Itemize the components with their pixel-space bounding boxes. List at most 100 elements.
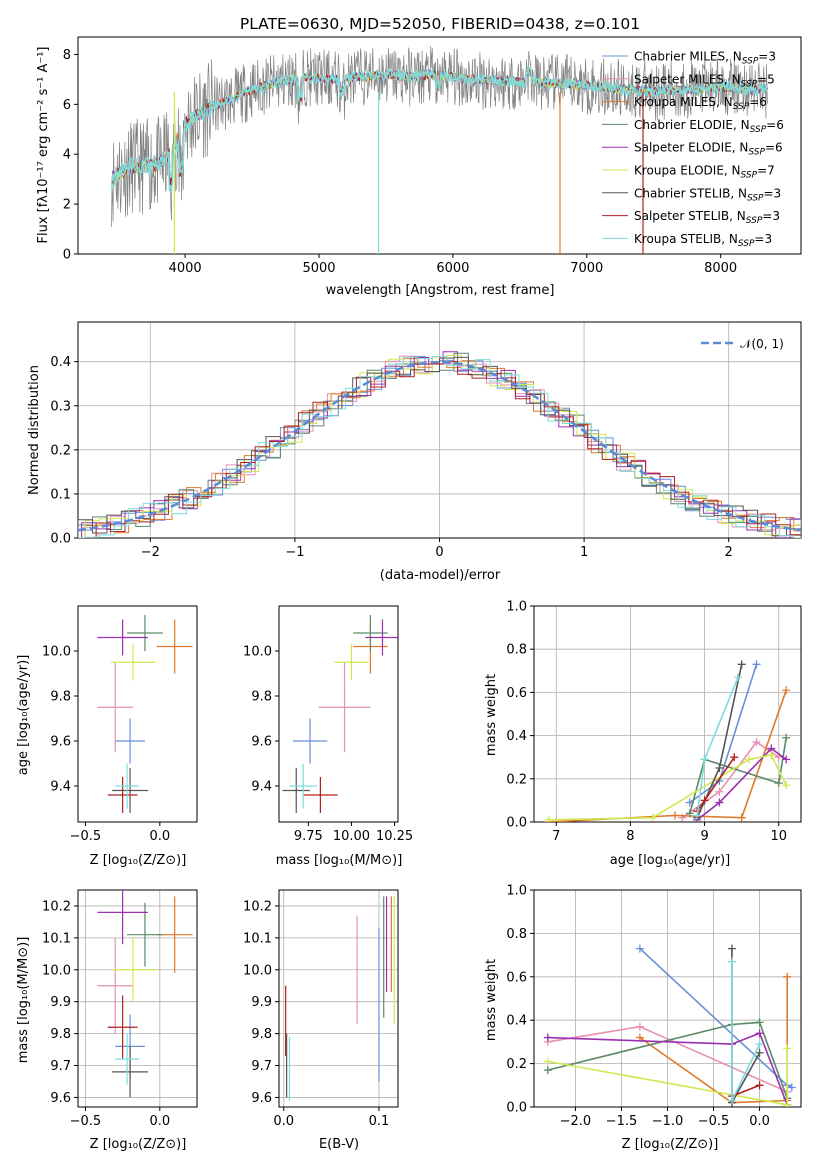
plot-area <box>545 660 790 826</box>
series-line-kroupa_stelib <box>697 677 738 815</box>
y-tick-label: 0.3 <box>50 399 71 414</box>
y-tick-label: 9.4 <box>50 780 71 795</box>
point-marker-salpeter_stelib <box>756 1081 764 1089</box>
y-tick-label: 9.8 <box>50 1027 71 1042</box>
y-tick-label: 0.4 <box>506 1014 527 1029</box>
age-z-ylabel: age [log₁₀(age/yr)] <box>16 655 31 776</box>
mw-z-xlabel: Z [log₁₀(Z/Z⊙)] <box>622 1137 719 1152</box>
series-line-chabrier_stelib <box>732 949 760 1103</box>
y-tick-label: 9.6 <box>251 735 272 750</box>
y-tick-label: 0.8 <box>506 643 527 658</box>
y-tick-label: 10.2 <box>243 899 272 914</box>
x-tick-label: 4000 <box>169 261 202 276</box>
hist-step-kroupa_stelib <box>71 357 819 539</box>
spectrum-title: PLATE=0630, MJD=52050, FIBERID=0438, z=0… <box>240 15 640 33</box>
point-marker-kroupa_elodie <box>783 1101 791 1109</box>
x-tick-label: 10.25 <box>376 829 413 844</box>
y-tick-label: 10.2 <box>42 899 71 914</box>
y-tick-label: 0.8 <box>506 927 527 942</box>
y-tick-label: 0.1 <box>50 487 71 502</box>
point-marker-salpeter_miles <box>636 1023 644 1031</box>
mw-z-ylabel: mass weight <box>484 959 499 1041</box>
x-tick-label: −2.0 <box>560 1114 592 1129</box>
legend-label-kroupa_stelib: Kroupa STELIB, NSSP=3 <box>634 232 772 249</box>
point-marker-kroupa_miles <box>738 814 746 822</box>
y-tick-label: 10.1 <box>42 931 71 946</box>
y-tick-label: 0.0 <box>506 816 527 831</box>
legend-label-chabrier_elodie: Chabrier ELODIE, NSSP=6 <box>634 118 784 135</box>
x-tick-label: −0.5 <box>698 1114 730 1129</box>
x-tick-label: 0.1 <box>369 1114 390 1129</box>
x-tick-label: 9.75 <box>294 829 323 844</box>
y-tick-label: 4 <box>63 148 71 163</box>
y-tick-label: 0.0 <box>50 532 71 547</box>
y-tick-label: 0.4 <box>506 729 527 744</box>
hist-step-salpeter_elodie <box>67 352 819 538</box>
axes-frame <box>534 606 801 822</box>
y-tick-label: 0.2 <box>506 772 527 787</box>
y-tick-label: 9.8 <box>50 690 71 705</box>
plot-area <box>544 945 796 1109</box>
x-tick-label: 0 <box>435 545 443 560</box>
x-tick-label: 10 <box>770 829 787 844</box>
point-marker-chabrier_stelib <box>728 945 736 953</box>
x-tick-label: 0.0 <box>273 1114 294 1129</box>
age-mass-xlabel: mass [log₁₀(M/M⊙)] <box>276 853 403 868</box>
y-tick-label: 0.2 <box>506 1057 527 1072</box>
point-marker-chabrier_elodie <box>544 1066 552 1074</box>
point-marker-kroupa_miles <box>782 686 790 694</box>
y-tick-label: 2 <box>63 198 71 213</box>
point-marker-kroupa_elodie <box>782 781 790 789</box>
point-marker-salpeter_elodie <box>544 1034 552 1042</box>
legend-label-chabrier_stelib: Chabrier STELIB, NSSP=3 <box>634 186 781 203</box>
y-tick-label: 9.9 <box>50 995 71 1010</box>
x-tick-label: −0.5 <box>70 829 102 844</box>
hist-step-salpeter_miles <box>67 356 819 538</box>
y-tick-label: 1.0 <box>506 884 527 899</box>
y-tick-label: 0.4 <box>50 355 71 370</box>
y-tick-label: 10.0 <box>42 645 71 660</box>
x-tick-label: 10.00 <box>333 829 370 844</box>
hist-ylabel: Normed distribution <box>27 365 42 495</box>
x-tick-label: 1 <box>580 545 588 560</box>
point-marker-kroupa_miles <box>783 973 791 981</box>
series-line-chabrier_miles <box>690 664 757 802</box>
x-tick-label: 7000 <box>570 261 603 276</box>
mass-z-xlabel: Z [log₁₀(Z/Z⊙)] <box>90 1137 187 1152</box>
x-tick-label: 8000 <box>704 261 737 276</box>
y-tick-label: 9.6 <box>50 735 71 750</box>
point-marker-kroupa_stelib <box>728 958 736 966</box>
y-tick-label: 0 <box>63 248 71 263</box>
series-line-kroupa_stelib <box>732 962 760 1101</box>
axes-frame <box>78 890 197 1107</box>
y-tick-label: 9.9 <box>251 995 272 1010</box>
legend-label-salpeter_elodie: Salpeter ELODIE, NSSP=6 <box>634 141 783 158</box>
y-tick-label: 6 <box>63 98 71 113</box>
gaussian-legend-label: 𝒩(0, 1) <box>740 337 784 351</box>
x-tick-label: −1.5 <box>606 1114 638 1129</box>
axes-frame <box>78 606 197 822</box>
y-tick-label: 9.7 <box>251 1059 272 1074</box>
y-tick-label: 9.6 <box>251 1091 272 1106</box>
x-tick-label: 8 <box>626 829 634 844</box>
y-tick-label: 0.6 <box>506 970 527 985</box>
series-line-kroupa_elodie <box>549 755 786 820</box>
x-tick-label: 9 <box>700 829 708 844</box>
plot-area <box>282 615 399 813</box>
y-tick-label: 10.0 <box>243 645 272 660</box>
point-marker-kroupa_stelib <box>734 673 742 681</box>
point-marker-chabrier_miles <box>753 660 761 668</box>
x-tick-label: −2 <box>141 545 160 560</box>
point-marker-chabrier_elodie <box>756 1018 764 1026</box>
y-tick-label: 9.6 <box>50 1091 71 1106</box>
y-tick-label: 10.0 <box>243 963 272 978</box>
series-line-kroupa_miles <box>549 690 786 822</box>
plot-area <box>64 352 819 538</box>
axes-frame <box>279 890 398 1107</box>
x-tick-label: −1.0 <box>652 1114 684 1129</box>
y-tick-label: 9.8 <box>251 1027 272 1042</box>
mass-z-ylabel: mass [log₁₀(M/M⊙)] <box>16 937 31 1064</box>
point-marker-kroupa_elodie <box>649 814 657 822</box>
plot-area <box>286 896 395 1100</box>
